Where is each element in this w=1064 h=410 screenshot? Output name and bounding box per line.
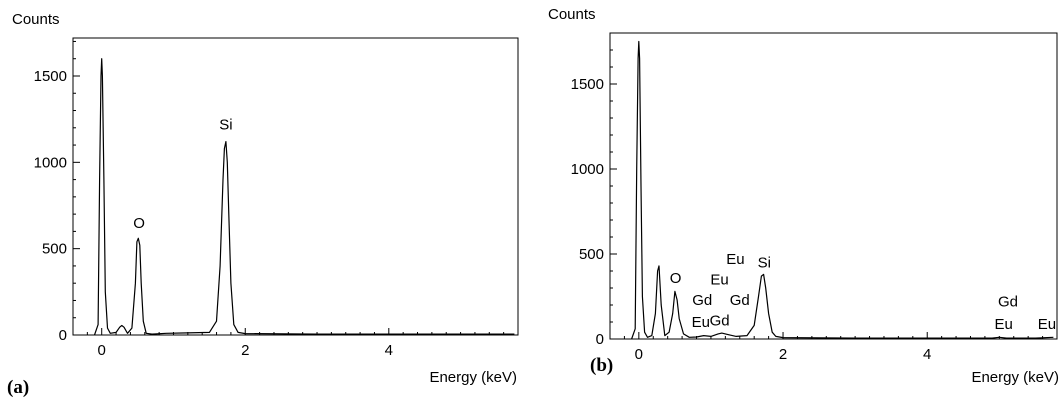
panel-label-b: (b): [590, 355, 614, 376]
y-tick-label: 0: [596, 331, 604, 348]
y-tick-label: 1500: [571, 76, 604, 93]
x-tick-label: 0: [98, 342, 106, 359]
x-axis-label: Energy (keV): [971, 369, 1059, 386]
y-tick-label: 500: [42, 241, 67, 258]
x-tick-label: 4: [923, 346, 931, 363]
x-tick-label: 2: [241, 342, 249, 359]
peak-label: Gd: [730, 292, 750, 309]
x-tick-label: 4: [385, 342, 393, 359]
peak-label: Eu: [692, 314, 710, 331]
plot-frame: [72, 37, 519, 336]
y-tick-label: 0: [59, 327, 67, 344]
x-axis-label: Energy (keV): [429, 369, 517, 386]
y-tick-label: 1000: [571, 161, 604, 178]
peak-label: O: [670, 270, 682, 287]
peak-label: Eu: [994, 316, 1012, 333]
peak-label: Gd: [710, 312, 730, 329]
peak-label: Eu: [710, 272, 728, 289]
peak-label: O: [133, 215, 145, 232]
spectrum-line: [93, 58, 515, 336]
y-tick-label: 500: [579, 246, 604, 263]
peak-label: Gd: [692, 292, 712, 309]
peak-label: Si: [219, 117, 232, 134]
peak-label: Gd: [998, 294, 1018, 311]
y-tick-label: 1000: [34, 154, 67, 171]
y-tick-label: 1500: [34, 68, 67, 85]
chart-panel-a: 0 500 1000 1500 0 2 4 Counts Energy (keV) O Si: [12, 11, 519, 386]
x-tick-label: 0: [635, 346, 643, 363]
peak-label: Eu: [1038, 316, 1056, 333]
y-axis-label: Counts: [548, 6, 596, 23]
y-axis-label: Counts: [12, 11, 60, 28]
plot-frame: [609, 32, 1058, 340]
peak-label: Si: [758, 255, 771, 272]
spectrum-line: [631, 40, 1054, 340]
panel-label-a: (a): [7, 377, 30, 398]
peak-label: Eu: [726, 251, 744, 268]
x-tick-label: 2: [779, 346, 787, 363]
